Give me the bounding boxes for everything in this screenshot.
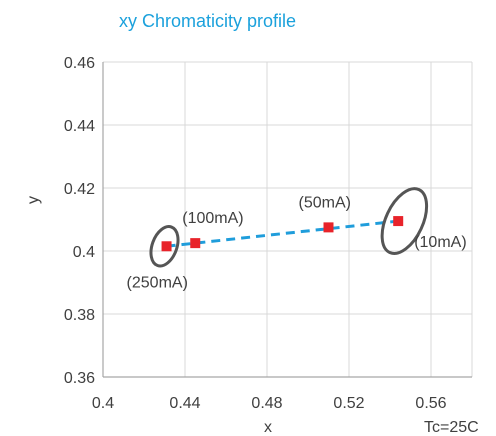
y-tick-label: 0.44 — [64, 118, 95, 135]
data-point — [161, 241, 172, 252]
data-label: (50mA) — [299, 194, 351, 211]
data-label: (10mA) — [414, 234, 466, 251]
x-tick-label: 0.44 — [169, 395, 200, 412]
y-tick-label: 0.42 — [64, 181, 95, 198]
temperature-annotation: Tc=25C — [424, 419, 479, 436]
ellipse-group — [149, 187, 429, 268]
trend-line — [166, 219, 399, 248]
x-tick-label: 0.48 — [251, 395, 282, 412]
data-label: (250mA) — [127, 274, 188, 291]
chart-title: xy Chromaticity profile — [119, 11, 296, 31]
variation-ellipse — [149, 225, 180, 268]
x-tick-label: 0.56 — [415, 395, 446, 412]
y-tick-labels: 0.46 0.44 0.42 0.4 0.38 0.36 — [64, 55, 95, 387]
y-tick-label: 0.38 — [64, 307, 95, 324]
y-tick-label: 0.4 — [73, 244, 95, 261]
y-tick-label: 0.46 — [64, 55, 95, 72]
data-point — [393, 216, 404, 227]
data-labels: (250mA) (100mA) (50mA) (10mA) — [127, 194, 467, 291]
y-axis-label: y — [25, 196, 42, 204]
y-tick-label: 0.36 — [64, 370, 95, 387]
x-tick-labels: 0.4 0.44 0.48 0.52 0.56 — [92, 395, 447, 412]
trend-line-group — [166, 219, 399, 248]
data-point — [323, 222, 334, 233]
data-point — [190, 238, 201, 249]
data-label: (100mA) — [182, 210, 243, 227]
x-tick-label: 0.52 — [333, 395, 364, 412]
grid — [102, 61, 473, 378]
data-points — [161, 216, 404, 252]
x-tick-label: 0.4 — [92, 395, 114, 412]
axes — [102, 62, 472, 378]
variation-ellipse — [380, 187, 429, 255]
x-axis-label: x — [264, 419, 272, 436]
